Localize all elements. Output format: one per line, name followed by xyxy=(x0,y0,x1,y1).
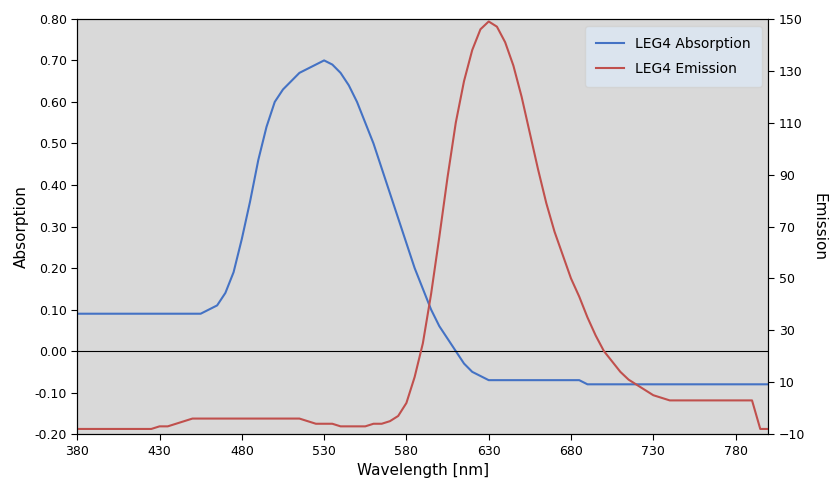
LEG4 Emission xyxy=(484,19,494,25)
Legend: LEG4 Absorption, LEG4 Emission: LEG4 Absorption, LEG4 Emission xyxy=(585,26,762,87)
LEG4 Absorption xyxy=(311,62,321,67)
LEG4 Emission xyxy=(72,426,82,432)
LEG4 Absorption xyxy=(286,78,297,84)
LEG4 Emission xyxy=(311,421,321,427)
LEG4 Emission xyxy=(417,340,428,346)
LEG4 Absorption xyxy=(319,58,329,63)
LEG4 Absorption xyxy=(738,381,748,387)
LEG4 Absorption xyxy=(426,307,436,312)
LEG4 Absorption xyxy=(278,87,288,92)
LEG4 Absorption xyxy=(764,381,774,387)
LEG4 Absorption xyxy=(582,381,592,387)
LEG4 Absorption xyxy=(72,311,82,317)
LEG4 Emission xyxy=(278,416,288,422)
LEG4 Emission xyxy=(731,398,741,403)
Y-axis label: Absorption: Absorption xyxy=(14,185,29,268)
Line: LEG4 Emission: LEG4 Emission xyxy=(77,22,769,429)
LEG4 Emission xyxy=(286,416,297,422)
LEG4 Absorption xyxy=(187,311,197,317)
LEG4 Emission xyxy=(187,416,197,422)
X-axis label: Wavelength [nm]: Wavelength [nm] xyxy=(357,463,489,478)
LEG4 Emission xyxy=(764,426,774,432)
Line: LEG4 Absorption: LEG4 Absorption xyxy=(77,61,769,384)
Y-axis label: Emission: Emission xyxy=(811,192,826,260)
